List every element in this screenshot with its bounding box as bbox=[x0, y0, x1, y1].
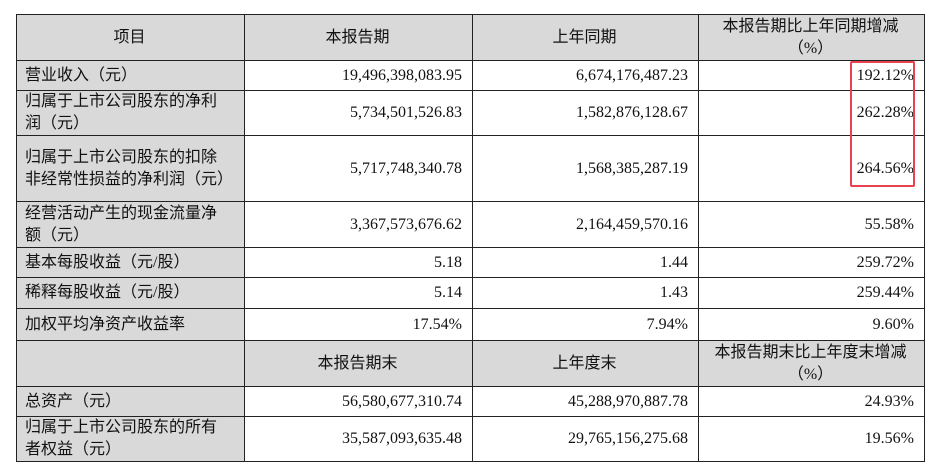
row-label-text: 加权平均净资产收益率 bbox=[25, 315, 186, 333]
prior-value: 29,765,156,275.68 bbox=[472, 416, 699, 462]
current-value: 3,367,573,676.62 bbox=[244, 201, 473, 248]
change-value: 9.60% bbox=[698, 308, 925, 341]
table-row: 稀释每股收益（元/股） 5.14 1.43 259.44% bbox=[16, 277, 925, 309]
header-change-label: 本报告期比上年同期增减 bbox=[722, 17, 899, 35]
prior-value: 1,582,876,128.67 bbox=[472, 90, 699, 136]
current-value: 17.54% bbox=[244, 308, 473, 341]
change-value: 259.72% bbox=[698, 247, 925, 278]
prior-value: 2,164,459,570.16 bbox=[472, 201, 699, 248]
row-label: 基本每股收益（元/股） bbox=[16, 247, 245, 278]
current-value: 5.18 bbox=[244, 247, 473, 278]
prior-value: 45,288,970,887.78 bbox=[472, 386, 699, 417]
row-label-text: 营业收入（元） bbox=[25, 66, 138, 84]
row-label-text: 稀释每股收益（元/股） bbox=[25, 284, 190, 301]
row-label-text: 归属于上市公司股东的扣除非经常性损益的净利润（元） bbox=[25, 148, 234, 188]
prior-value: 1.44 bbox=[472, 247, 699, 278]
table-row: 经营活动产生的现金流量净额（元） 3,367,573,676.62 2,164,… bbox=[16, 201, 925, 248]
table-row: 归属于上市公司股东的所有者权益（元） 35,587,093,635.48 29,… bbox=[16, 416, 925, 462]
header2-change-label: 本报告期末比上年度末增减 bbox=[714, 343, 907, 361]
change-value: 24.93% bbox=[698, 386, 925, 417]
prior-value: 7.94% bbox=[472, 308, 699, 341]
prior-value: 6,674,176,487.23 bbox=[472, 60, 699, 91]
change-value: 264.56% bbox=[698, 135, 925, 202]
table-row: 营业收入（元） 19,496,398,083.95 6,674,176,487.… bbox=[16, 60, 925, 91]
row-label: 营业收入（元） bbox=[16, 60, 245, 91]
row-label-text: 总资产（元） bbox=[25, 392, 122, 410]
row-label: 归属于上市公司股东的所有者权益（元） bbox=[16, 416, 245, 462]
header-item: 项目 bbox=[16, 14, 245, 61]
current-value: 56,580,677,310.74 bbox=[244, 386, 473, 417]
current-value: 5,734,501,526.83 bbox=[244, 90, 473, 136]
change-value: 262.28% bbox=[698, 90, 925, 136]
prior-value: 1,568,385,287.19 bbox=[472, 135, 699, 202]
header-row: 项目 本报告期 上年同期 本报告期比上年同期增减 （%） bbox=[16, 14, 925, 61]
table-row: 总资产（元） 56,580,677,310.74 45,288,970,887.… bbox=[16, 386, 925, 417]
header-row-2: 本报告期末 上年度末 本报告期末比上年度末增减 （%） bbox=[16, 340, 925, 387]
header2-current: 本报告期末 bbox=[244, 340, 473, 387]
header-change: 本报告期比上年同期增减 （%） bbox=[698, 14, 925, 61]
current-value: 5,717,748,340.78 bbox=[244, 135, 473, 202]
financial-summary-table: 项目 本报告期 上年同期 本报告期比上年同期增减 （%） 营业收入（元） 19,4… bbox=[16, 14, 925, 462]
header2-item bbox=[16, 340, 245, 387]
header2-prior: 上年度末 bbox=[472, 340, 699, 387]
row-label: 加权平均净资产收益率 bbox=[16, 308, 245, 341]
header-prior: 上年同期 bbox=[472, 14, 699, 61]
header-change-unit: （%） bbox=[787, 39, 834, 57]
current-value: 19,496,398,083.95 bbox=[244, 60, 473, 91]
row-label-text: 归属于上市公司股东的净利润（元） bbox=[25, 93, 218, 132]
row-label: 归属于上市公司股东的净利润（元） bbox=[16, 90, 245, 136]
row-label-text: 归属于上市公司股东的所有者权益（元） bbox=[25, 419, 218, 458]
table-row: 基本每股收益（元/股） 5.18 1.44 259.72% bbox=[16, 247, 925, 278]
header2-change-unit: （%） bbox=[787, 365, 834, 383]
change-value: 19.56% bbox=[698, 416, 925, 462]
table-row: 归属于上市公司股东的扣除非经常性损益的净利润（元） 5,717,748,340.… bbox=[16, 135, 925, 202]
row-label: 经营活动产生的现金流量净额（元） bbox=[16, 201, 245, 248]
prior-value: 1.43 bbox=[472, 277, 699, 309]
change-value: 55.58% bbox=[698, 201, 925, 248]
table-row: 加权平均净资产收益率 17.54% 7.94% 9.60% bbox=[16, 308, 925, 341]
row-label: 总资产（元） bbox=[16, 386, 245, 417]
row-label-text: 基本每股收益（元/股） bbox=[25, 253, 190, 271]
change-value: 259.44% bbox=[698, 277, 925, 309]
change-value: 192.12% bbox=[698, 60, 925, 91]
header2-change: 本报告期末比上年度末增减 （%） bbox=[698, 340, 925, 387]
row-label-text: 经营活动产生的现金流量净额（元） bbox=[25, 204, 218, 244]
header-current: 本报告期 bbox=[244, 14, 473, 61]
current-value: 35,587,093,635.48 bbox=[244, 416, 473, 462]
table-row: 归属于上市公司股东的净利润（元） 5,734,501,526.83 1,582,… bbox=[16, 90, 925, 136]
row-label: 归属于上市公司股东的扣除非经常性损益的净利润（元） bbox=[16, 135, 245, 202]
current-value: 5.14 bbox=[244, 277, 473, 309]
row-label: 稀释每股收益（元/股） bbox=[16, 277, 245, 309]
